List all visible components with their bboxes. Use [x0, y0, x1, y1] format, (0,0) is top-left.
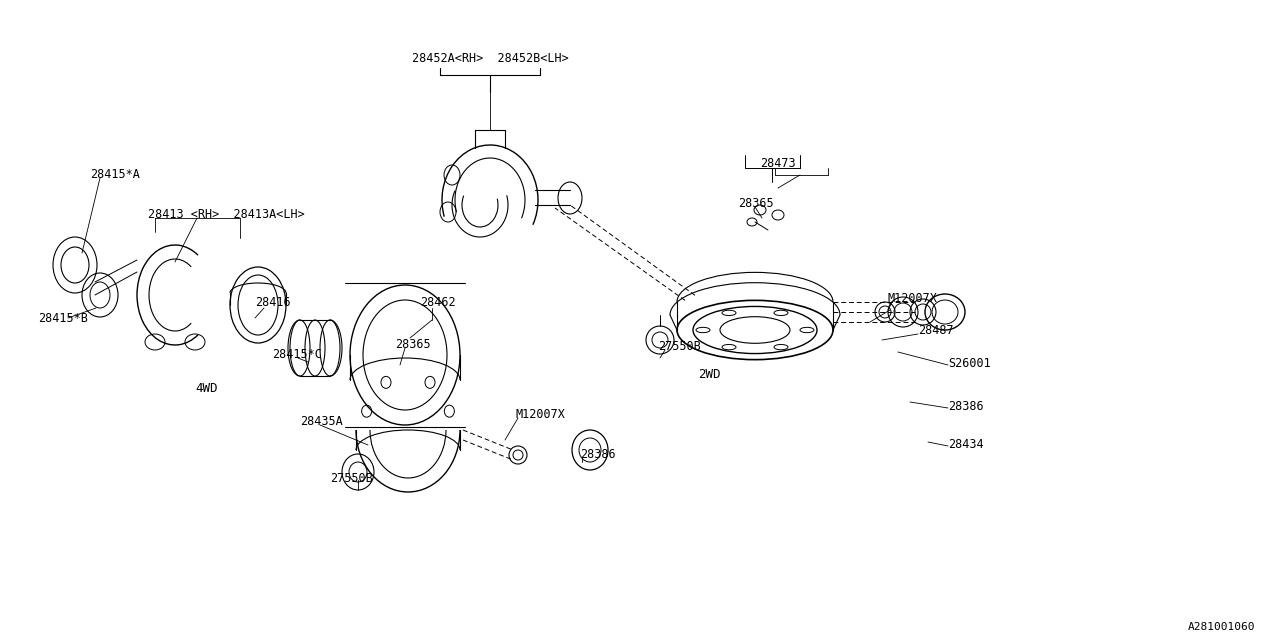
Text: 28416: 28416: [255, 296, 291, 309]
Text: S26001: S26001: [948, 357, 991, 370]
Text: 28386: 28386: [948, 400, 983, 413]
Text: 28415*B: 28415*B: [38, 312, 88, 325]
Text: 28434: 28434: [948, 438, 983, 451]
Text: 28386: 28386: [580, 448, 616, 461]
Text: M12007X: M12007X: [515, 408, 564, 421]
Text: 28415*C: 28415*C: [273, 348, 321, 361]
Text: 28435A: 28435A: [300, 415, 343, 428]
Text: 28365: 28365: [396, 338, 430, 351]
Text: A281001060: A281001060: [1188, 622, 1254, 632]
Text: 28462: 28462: [420, 296, 456, 309]
Text: 28487: 28487: [918, 324, 954, 337]
Text: 28365: 28365: [739, 197, 773, 210]
Text: 28473: 28473: [760, 157, 796, 170]
Text: 2WD: 2WD: [698, 368, 721, 381]
Text: 28413 <RH>  28413A<LH>: 28413 <RH> 28413A<LH>: [148, 208, 305, 221]
Text: 4WD: 4WD: [195, 382, 218, 395]
Text: M12007X: M12007X: [888, 292, 938, 305]
Text: 27550B: 27550B: [330, 472, 372, 485]
Text: 28452A<RH>  28452B<LH>: 28452A<RH> 28452B<LH>: [412, 52, 568, 65]
Text: 27550B: 27550B: [658, 340, 700, 353]
Text: 28415*A: 28415*A: [90, 168, 140, 181]
